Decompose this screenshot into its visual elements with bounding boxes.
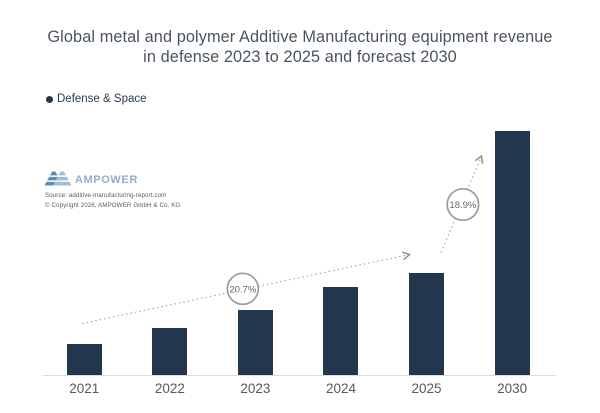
x-axis-label-2022: 2022: [154, 381, 185, 396]
legend-label: Defense & Space: [57, 93, 147, 105]
source-note: Source: additive-manufacturing-report.co…: [45, 191, 305, 211]
chart-title-line1: Global metal and polymer Additive Manufa…: [47, 28, 553, 46]
bar-2025: [409, 272, 445, 375]
growth-label-2: 18.9%: [449, 200, 476, 211]
bar-2024: [323, 286, 359, 375]
legend-marker-icon: [46, 95, 53, 103]
bar-2023: [237, 309, 273, 375]
x-axis-label-2025: 2025: [411, 381, 442, 396]
branding-block: AMPOWER Source: additive-manufacturing-r…: [45, 171, 180, 209]
bar-2021: [66, 344, 102, 375]
ampower-logo-text: AMPOWER: [75, 173, 138, 186]
source-line: Source: additive-manufacturing-report.co…: [45, 192, 167, 199]
legend: Defense & Space: [46, 93, 147, 105]
x-axis-line: [43, 374, 556, 376]
bar-2030: [494, 131, 530, 375]
x-axis-label-2030: 2030: [497, 381, 528, 396]
chart-title: Global metal and polymer Additive Manufa…: [0, 27, 600, 67]
x-axis-label-2023: 2023: [240, 381, 271, 396]
ampower-logo-icon: [45, 171, 71, 186]
growth-arrow-2: [440, 156, 482, 253]
growth-bubble-1: [226, 272, 260, 306]
ampower-logo: AMPOWER: [45, 171, 138, 187]
copyright-line: © Copyright 2026, AMPOWER GmbH & Co. KG: [45, 202, 181, 209]
logo-right-triangle: [52, 171, 71, 186]
growth-label-1: 20.7%: [229, 284, 256, 295]
bar-2022: [152, 328, 188, 375]
chart-title-line2: in defense 2023 to 2025 and forecast 203…: [143, 48, 457, 66]
x-axis-label-2021: 2021: [69, 381, 100, 396]
x-axis-label-2024: 2024: [325, 381, 356, 396]
growth-bubble-2: [446, 187, 480, 222]
